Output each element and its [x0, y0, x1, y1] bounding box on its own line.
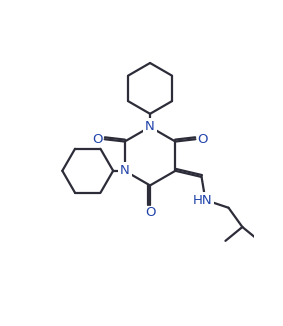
Text: N: N — [145, 120, 155, 133]
Text: O: O — [145, 206, 155, 219]
Text: O: O — [93, 133, 103, 146]
Text: HN: HN — [192, 194, 212, 207]
Text: N: N — [120, 164, 130, 177]
Text: O: O — [197, 133, 208, 146]
